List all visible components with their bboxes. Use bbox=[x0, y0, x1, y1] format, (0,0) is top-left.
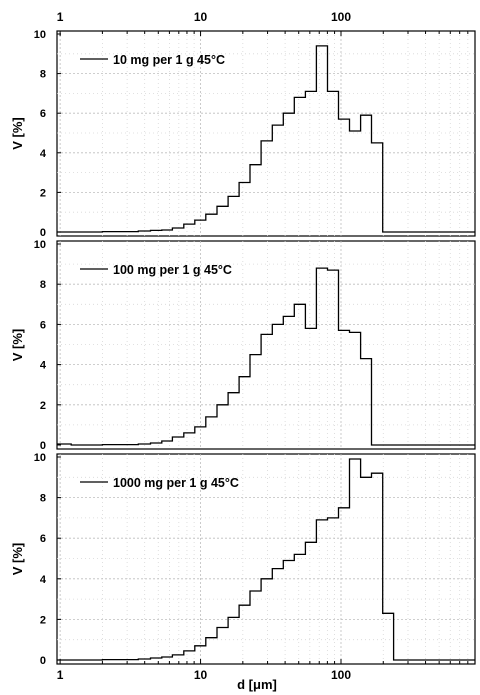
plot-frame bbox=[56, 240, 476, 450]
x-tick-label: 10 bbox=[194, 10, 208, 24]
legend: 1000 mg per 1 g 45°C bbox=[80, 476, 239, 490]
y-tick-label: 2 bbox=[40, 400, 46, 412]
y-axis-title: V [%] bbox=[10, 543, 25, 576]
grid bbox=[57, 31, 475, 236]
panel-2: 0 2 4 6 8 10 V [%] 100 mg per 1 g 45°C bbox=[10, 239, 476, 452]
y-tick-label: 4 bbox=[40, 148, 47, 160]
y-tick-label: 0 bbox=[40, 227, 46, 239]
y-tick-label: 4 bbox=[40, 360, 47, 372]
legend: 10 mg per 1 g 45°C bbox=[80, 53, 225, 67]
y-tick-label: 10 bbox=[34, 452, 46, 464]
y-tick-label: 6 bbox=[40, 533, 46, 545]
y-axis-title: V [%] bbox=[10, 329, 25, 362]
series-line bbox=[57, 458, 475, 661]
y-tick-label: 2 bbox=[40, 187, 46, 199]
y-tick-label: 0 bbox=[40, 440, 46, 452]
x-tick-label: 100 bbox=[331, 10, 351, 24]
y-tick-label: 6 bbox=[40, 319, 46, 331]
series-line bbox=[57, 45, 475, 233]
legend-label: 1000 mg per 1 g 45°C bbox=[113, 476, 239, 490]
y-tick-label: 2 bbox=[40, 614, 46, 626]
y-tick-label: 10 bbox=[34, 239, 46, 251]
y-axis-title: V [%] bbox=[10, 117, 25, 150]
series-line bbox=[57, 267, 475, 446]
y-tick-label: 8 bbox=[40, 69, 46, 81]
y-tick-label: 6 bbox=[40, 108, 46, 120]
y-tick-label: 0 bbox=[40, 655, 46, 667]
y-tick-label: 10 bbox=[34, 29, 46, 41]
plot-frame bbox=[56, 453, 476, 665]
x-tick-label: 1 bbox=[57, 10, 64, 24]
panel-1: 0 2 4 6 8 10 V [%] 10 mg per 1 g 45°C bbox=[10, 29, 476, 239]
x-tick-label: 100 bbox=[331, 668, 351, 682]
plot-frame bbox=[56, 30, 476, 237]
x-axis-title: d [μm] bbox=[237, 677, 277, 692]
top-x-axis: 1 10 100 bbox=[57, 10, 469, 36]
y-tick-label: 4 bbox=[40, 574, 47, 586]
x-tick-label: 10 bbox=[194, 668, 208, 682]
panels: 0 2 4 6 8 10 V [%] 10 mg per 1 g 45°C 0 2 4 6 8 10 V [… bbox=[10, 29, 476, 667]
bottom-x-axis: 1 10 100 bbox=[57, 659, 469, 682]
legend-label: 100 mg per 1 g 45°C bbox=[113, 263, 232, 277]
legend: 100 mg per 1 g 45°C bbox=[80, 263, 232, 277]
panel-3: 0 2 4 6 8 10 V [%] 1000 mg per 1 g 45°C bbox=[10, 452, 476, 667]
legend-label: 10 mg per 1 g 45°C bbox=[113, 53, 225, 67]
y-tick-label: 8 bbox=[40, 279, 46, 291]
y-tick-label: 8 bbox=[40, 493, 46, 505]
x-tick-label: 1 bbox=[57, 668, 64, 682]
grid bbox=[57, 241, 475, 449]
